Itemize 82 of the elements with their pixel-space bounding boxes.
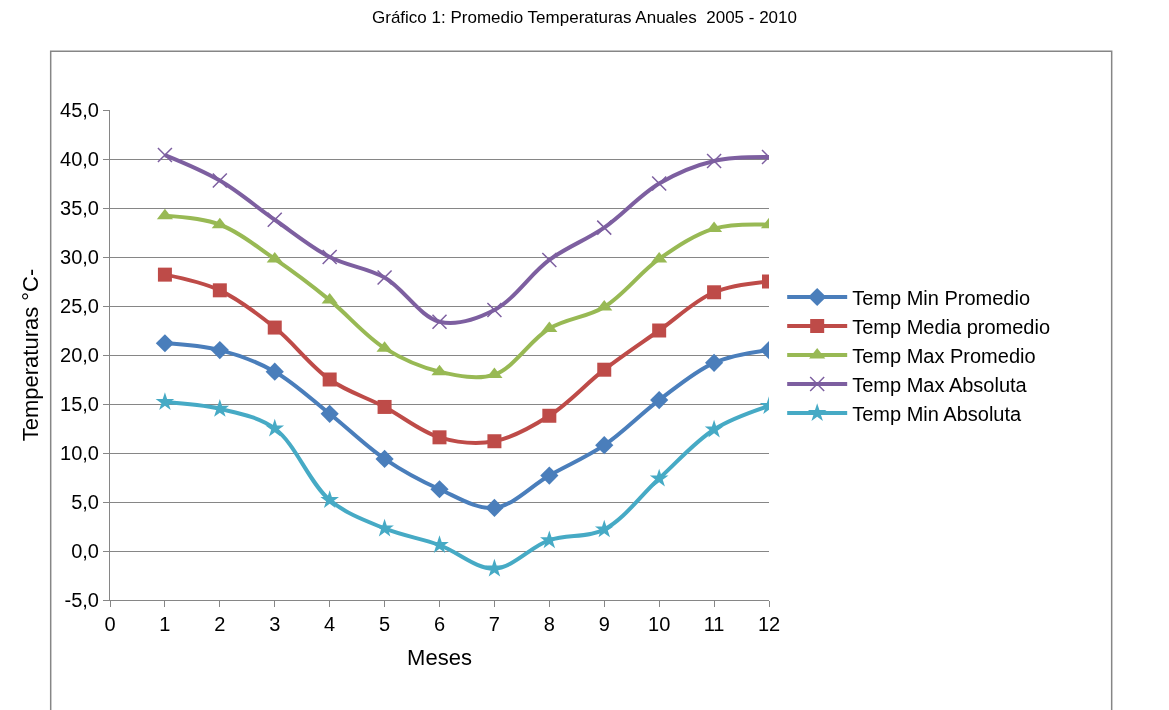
- point: [485, 498, 504, 517]
- x-tick-label: 2: [214, 613, 226, 635]
- point: [322, 372, 337, 387]
- point: [156, 208, 173, 220]
- x-tick-label: 1: [159, 613, 171, 635]
- point: [212, 283, 227, 298]
- point: [651, 251, 668, 263]
- point: [596, 299, 613, 311]
- y-tick-label: 5,0: [71, 491, 99, 513]
- point: [211, 217, 228, 229]
- point: [265, 418, 285, 437]
- point: [210, 399, 230, 417]
- point: [486, 302, 503, 318]
- x-tick-label: 11: [703, 613, 725, 635]
- y-tick-label: 30,0: [60, 246, 99, 268]
- legend-label: Temp Max Promedio: [852, 344, 1036, 367]
- point: [320, 404, 339, 423]
- point: [377, 399, 392, 414]
- y-tick-label: 35,0: [60, 197, 99, 219]
- point: [321, 249, 338, 265]
- x-tick-label: 4: [324, 613, 336, 635]
- point: [431, 313, 448, 330]
- point: [595, 436, 614, 455]
- point: [541, 252, 558, 268]
- point: [594, 519, 614, 538]
- point: [432, 430, 447, 445]
- x-tick-label: 3: [269, 613, 281, 635]
- legend-label: Temp Max Absoluta: [852, 373, 1028, 396]
- point: [375, 449, 394, 468]
- point: [430, 480, 449, 499]
- point: [651, 175, 667, 192]
- point: [485, 558, 504, 577]
- x-tick-label: 9: [598, 613, 610, 635]
- point: [157, 147, 173, 163]
- point: [541, 321, 558, 333]
- y-tick-label: 20,0: [60, 344, 99, 366]
- x-tick-label: 5: [379, 613, 391, 635]
- y-tick-label: -5,0: [64, 589, 99, 611]
- legend-label: Temp Min Absoluta: [852, 402, 1023, 425]
- x-tick-label: 0: [104, 613, 116, 635]
- x-axis-title: Meses: [407, 644, 472, 670]
- point: [155, 392, 175, 410]
- y-tick-label: 25,0: [60, 295, 99, 317]
- point: [487, 434, 502, 449]
- point: [540, 466, 559, 485]
- point: [706, 221, 723, 233]
- point: [707, 285, 722, 300]
- chart-title: Gráfico 1: Promedio Temperaturas Anuales 2005 - 2010: [372, 7, 797, 27]
- x-tick-label: 8: [543, 613, 555, 635]
- point: [542, 408, 557, 423]
- point: [649, 468, 669, 487]
- x-tick-label: 6: [433, 613, 446, 635]
- y-tick-label: 15,0: [60, 393, 99, 415]
- x-tick-label: 12: [757, 613, 781, 635]
- point: [267, 212, 283, 228]
- y-tick-label: 45,0: [60, 99, 99, 121]
- y-axis-title: Temperaturas °C-: [17, 268, 43, 442]
- point: [320, 490, 339, 508]
- point: [157, 267, 172, 282]
- point: [212, 172, 228, 189]
- point: [267, 320, 282, 335]
- point: [210, 341, 229, 360]
- point: [704, 419, 724, 438]
- legend-label: Temp Media promedio: [852, 315, 1051, 338]
- x-tick-label: 7: [488, 613, 500, 635]
- legend-label: Temp Min Promedio: [852, 286, 1031, 309]
- point: [652, 323, 667, 338]
- point: [706, 153, 722, 169]
- x-tick-label: 10: [648, 613, 671, 635]
- point: [704, 353, 724, 372]
- point: [376, 269, 393, 286]
- y-tick-label: 40,0: [60, 148, 99, 170]
- point: [265, 362, 284, 381]
- point: [266, 251, 283, 263]
- point: [597, 362, 612, 377]
- y-tick-label: 0,0: [71, 540, 99, 562]
- point: [596, 219, 612, 236]
- point: [431, 364, 448, 376]
- point: [155, 334, 175, 353]
- point: [375, 518, 394, 537]
- y-tick-label: 10,0: [60, 442, 99, 464]
- point: [650, 390, 669, 410]
